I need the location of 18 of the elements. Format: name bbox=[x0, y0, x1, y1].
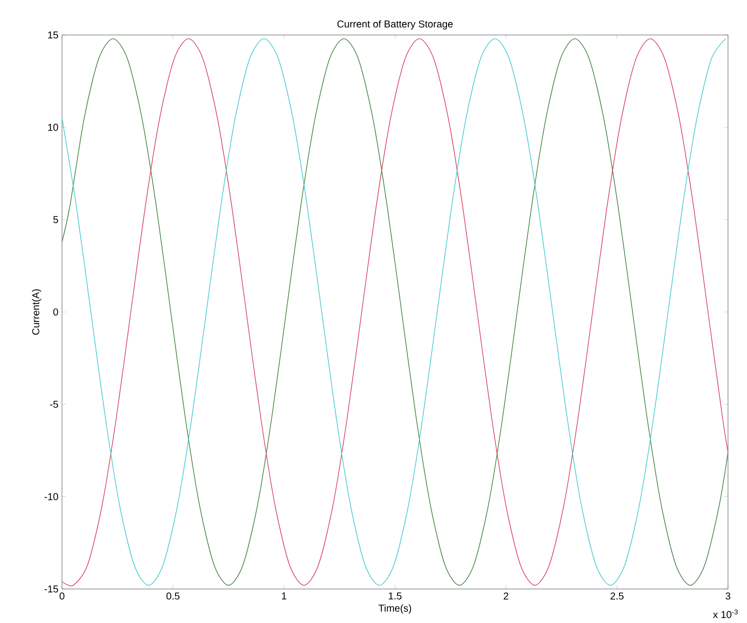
x-tick-label: 1 bbox=[282, 592, 286, 600]
x-axis-title: Time(s) bbox=[378, 604, 412, 614]
x-tick-label: 2.5 bbox=[610, 592, 624, 600]
x-tick-label: 2 bbox=[504, 592, 508, 600]
text: x 10$^{-3}$ bbox=[713, 610, 738, 618]
x-tick-label: 0 bbox=[60, 592, 64, 600]
y-axis-title: Current(A) bbox=[32, 289, 42, 335]
chart-title: Current of Battery Storage bbox=[337, 20, 453, 30]
y-tick-label: 15 bbox=[48, 32, 58, 38]
x-tick-label: 0.5 bbox=[166, 592, 180, 600]
y-tick-label: -5 bbox=[50, 400, 58, 408]
x-tick-label: 1.5 bbox=[388, 592, 402, 600]
y-tick-label: -15 bbox=[44, 586, 58, 592]
x-tick-label: 3 bbox=[726, 592, 730, 600]
y-tick-label: -10 bbox=[44, 493, 58, 500]
y-tick-label: 10 bbox=[48, 124, 58, 131]
y-tick-label: 5 bbox=[53, 216, 58, 224]
y-tick-label: 0 bbox=[53, 308, 58, 316]
